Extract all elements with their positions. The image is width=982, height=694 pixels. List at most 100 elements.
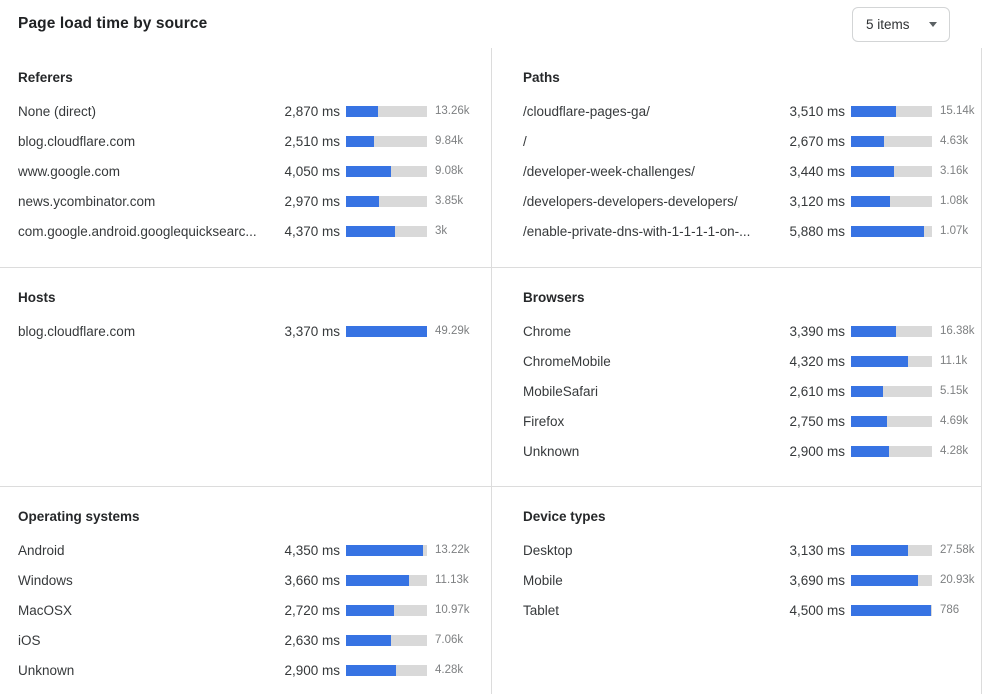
table-row: / 2,670 ms 4.63k xyxy=(523,126,982,156)
row-label: com.google.android.googlequicksearc... xyxy=(18,223,257,239)
table-row: iOS 2,630 ms 7.06k xyxy=(18,625,491,655)
row-count: 3k xyxy=(435,225,448,237)
row-label: ChromeMobile xyxy=(523,353,611,369)
row-label: Firefox xyxy=(523,413,565,429)
row-bar-track xyxy=(851,165,932,177)
table-row: news.ycombinator.com 2,970 ms 3.85k xyxy=(18,186,491,216)
row-bar-fill xyxy=(851,415,887,427)
row-label: iOS xyxy=(18,632,41,648)
row-count: 15.14k xyxy=(940,105,975,117)
row-bar-fill xyxy=(851,574,919,586)
row-bar-track xyxy=(346,664,427,676)
row-label: Chrome xyxy=(523,323,572,339)
table-row: MobileSafari 2,610 ms 5.15k xyxy=(523,376,982,406)
row-count: 9.08k xyxy=(435,165,464,177)
panel-title: Page load time by source xyxy=(18,15,208,32)
row-count: 11.13k xyxy=(435,574,469,586)
row-label: / xyxy=(523,133,527,149)
row-value-ms: 2,900 ms xyxy=(789,443,845,459)
section-browsers: Browsers Chrome 3,390 ms 16.38k ChromeMobile… xyxy=(491,267,982,486)
row-bar-track xyxy=(851,195,932,207)
row-bar-fill xyxy=(346,225,395,237)
section-title: Device types xyxy=(523,509,606,524)
section-device-types: Device types Desktop 3,130 ms 27.58k Mobile 3… xyxy=(491,486,982,694)
row-label: blog.cloudflare.com xyxy=(18,323,136,339)
table-row: Tablet 4,500 ms 786 xyxy=(523,595,982,625)
table-row: Desktop 3,130 ms 27.58k xyxy=(523,535,982,565)
row-bar-fill xyxy=(851,225,924,237)
table-row: blog.cloudflare.com 3,370 ms 49.29k xyxy=(18,316,491,346)
items-count-select[interactable]: 5 items xyxy=(852,7,950,42)
row-bar-fill xyxy=(346,165,392,177)
row-bar-track xyxy=(346,544,427,556)
row-bar-track xyxy=(851,415,932,427)
row-value-ms: 5,880 ms xyxy=(789,223,845,239)
row-count: 4.69k xyxy=(940,415,969,427)
row-bar-fill xyxy=(346,604,394,616)
table-row: MacOSX 2,720 ms 10.97k xyxy=(18,595,491,625)
section-title: Referers xyxy=(18,70,73,85)
row-bar-fill xyxy=(346,574,410,586)
row-count: 20.93k xyxy=(940,574,975,586)
row-label: Desktop xyxy=(523,542,573,558)
table-row: /developer-week-challenges/3,440 ms 3.16k xyxy=(523,156,982,186)
row-value-ms: 2,510 ms xyxy=(284,133,340,149)
row-bar-fill xyxy=(346,664,397,676)
row-value-ms: 4,350 ms xyxy=(284,542,340,558)
row-bar-track xyxy=(851,544,932,556)
row-label: MobileSafari xyxy=(523,383,599,399)
row-value-ms: 3,440 ms xyxy=(789,163,845,179)
row-count: 1.07k xyxy=(940,225,969,237)
section-title: Paths xyxy=(523,70,560,85)
row-count: 3.85k xyxy=(435,195,464,207)
row-count: 13.26k xyxy=(435,105,470,117)
table-row: ChromeMobile 4,320 ms 11.1k xyxy=(523,346,982,376)
row-bar-track xyxy=(851,445,932,457)
row-count: 11.1k xyxy=(940,355,968,367)
table-row: /developers-developers-developers/3,120 … xyxy=(523,186,982,216)
row-label: /enable-private-dns-with-1-1-1-1-on-... xyxy=(523,223,751,239)
row-count: 27.58k xyxy=(940,544,975,556)
row-value-ms: 3,370 ms xyxy=(284,323,340,339)
row-label: news.ycombinator.com xyxy=(18,193,156,209)
row-bar-fill xyxy=(851,165,894,177)
row-count: 16.38k xyxy=(940,325,975,337)
row-count: 4.28k xyxy=(435,664,464,676)
row-count: 9.84k xyxy=(435,135,464,147)
row-value-ms: 2,630 ms xyxy=(284,632,340,648)
row-bar-fill xyxy=(851,325,896,337)
table-row: Unknown 2,900 ms 4.28k xyxy=(18,655,491,685)
section-hosts: Hosts blog.cloudflare.com 3,370 ms 49.29k xyxy=(0,267,491,486)
sections-grid: Referers None (direct) 2,870 ms 13.26k blog.… xyxy=(0,48,982,694)
row-value-ms: 3,390 ms xyxy=(789,323,845,339)
row-bar-track xyxy=(851,105,932,117)
row-value-ms: 3,130 ms xyxy=(789,542,845,558)
table-row: blog.cloudflare.com 2,510 ms 9.84k xyxy=(18,126,491,156)
row-bar-track xyxy=(346,195,427,207)
row-count: 1.08k xyxy=(940,195,969,207)
row-bar-track xyxy=(346,225,427,237)
row-bar-track xyxy=(346,604,427,616)
row-bar-track xyxy=(851,135,932,147)
row-value-ms: 2,670 ms xyxy=(789,133,845,149)
table-row: None (direct) 2,870 ms 13.26k xyxy=(18,96,491,126)
row-value-ms: 3,120 ms xyxy=(789,193,845,209)
row-label: Unknown xyxy=(523,443,580,459)
row-bar-track xyxy=(346,325,427,337)
section-referers: Referers None (direct) 2,870 ms 13.26k blog.… xyxy=(0,48,491,267)
table-row: www.google.com 4,050 ms 9.08k xyxy=(18,156,491,186)
row-count: 3.16k xyxy=(940,165,969,177)
row-label: /developers-developers-developers/ xyxy=(523,193,738,209)
row-bar-fill xyxy=(346,105,379,117)
table-row: Chrome 3,390 ms 16.38k xyxy=(523,316,982,346)
row-count: 786 xyxy=(940,604,960,616)
row-label: www.google.com xyxy=(18,163,121,179)
row-bar-fill xyxy=(851,135,885,147)
row-bar-track xyxy=(346,135,427,147)
row-bar-fill xyxy=(851,105,897,117)
section-operating-systems: Operating systems Android 4,350 ms 13.22k Wi… xyxy=(0,486,491,694)
row-bar-fill xyxy=(851,385,884,397)
row-bar-track xyxy=(851,225,932,237)
row-bar-track xyxy=(346,165,427,177)
